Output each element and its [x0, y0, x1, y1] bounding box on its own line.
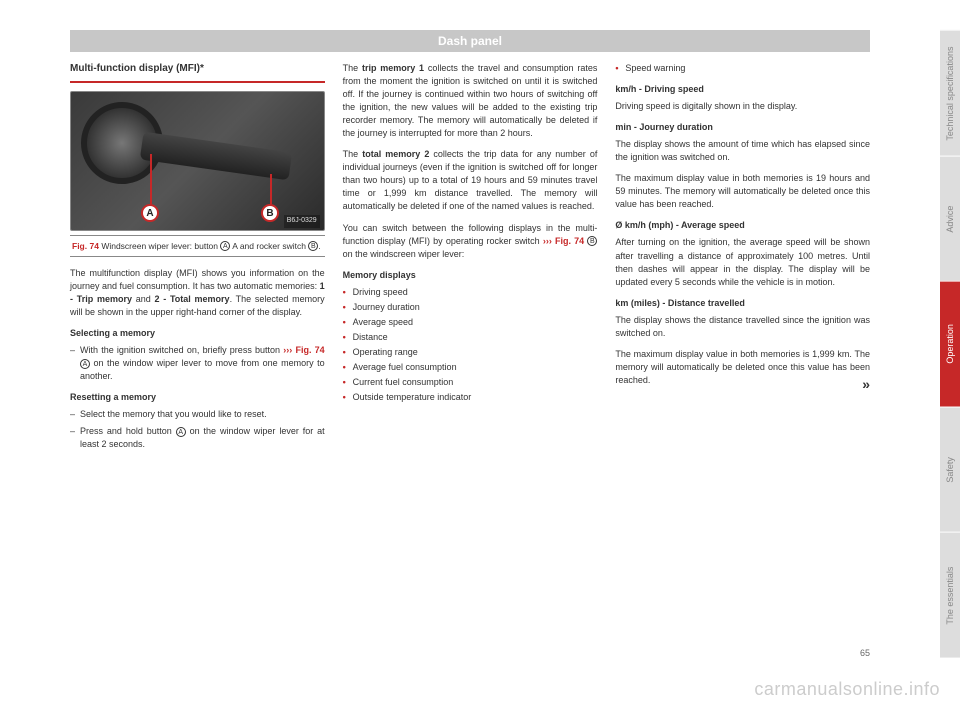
paragraph: You can switch between the following dis…: [343, 222, 598, 261]
column-1: Multi-function display (MFI)* A B B6J-03…: [70, 62, 325, 459]
tab-operation[interactable]: Operation: [940, 281, 960, 407]
paragraph: After turning on the ignition, the avera…: [615, 236, 870, 288]
subheading: Resetting a memory: [70, 391, 325, 404]
subheading: km/h - Driving speed: [615, 83, 870, 96]
watermark: carmanualsonline.info: [754, 679, 940, 700]
subheading: Memory displays: [343, 269, 598, 282]
tab-essentials[interactable]: The essentials: [940, 532, 960, 658]
cross-ref: ››› Fig. 74: [283, 345, 324, 355]
column-2: The trip memory 1 collects the travel an…: [343, 62, 598, 459]
caption-text: Windscreen wiper lever: button: [101, 241, 220, 251]
section-title: Multi-function display (MFI)*: [70, 62, 325, 83]
list-item: Speed warning: [615, 62, 870, 75]
list-item: Press and hold button A on the window wi…: [70, 425, 325, 451]
figure-id: B6J-0329: [284, 215, 320, 227]
caption-text: A and rocker switch: [230, 241, 308, 251]
continuation-mark: »: [862, 374, 870, 394]
tab-advice[interactable]: Advice: [940, 156, 960, 282]
page-header: Dash panel: [70, 30, 870, 52]
list-item: Select the memory that you would like to…: [70, 408, 325, 421]
page-number: 65: [860, 648, 870, 658]
list-item: Journey duration: [343, 301, 598, 314]
paragraph: The trip memory 1 collects the travel an…: [343, 62, 598, 140]
ref-marker: B: [587, 236, 597, 246]
content-columns: Multi-function display (MFI)* A B B6J-03…: [70, 62, 870, 459]
paragraph: The total memory 2 collects the trip dat…: [343, 148, 598, 213]
instruction-list: With the ignition switched on, briefly p…: [70, 344, 325, 383]
figure-74: A B B6J-0329: [70, 91, 325, 231]
list-item: Current fuel consumption: [343, 376, 598, 389]
subheading: km (miles) - Distance travelled: [615, 297, 870, 310]
subheading: min - Journey duration: [615, 121, 870, 134]
list-item: With the ignition switched on, briefly p…: [70, 344, 325, 383]
list-item: Distance: [343, 331, 598, 344]
bullet-list: Speed warning: [615, 62, 870, 75]
subheading: Ø km/h (mph) - Average speed: [615, 219, 870, 232]
tab-safety[interactable]: Safety: [940, 407, 960, 533]
figure-marker-a: A: [141, 204, 159, 222]
figure-marker-b: B: [261, 204, 279, 222]
side-tabs: Technical specifications Advice Operatio…: [940, 30, 960, 658]
cross-ref: ››› Fig. 74: [543, 236, 584, 246]
paragraph: The maximum display value in both memori…: [615, 348, 870, 387]
tab-technical-specifications[interactable]: Technical specifications: [940, 30, 960, 156]
paragraph: The maximum display value in both memori…: [615, 172, 870, 211]
list-item: Average fuel consumption: [343, 361, 598, 374]
bullet-list: Driving speed Journey duration Average s…: [343, 286, 598, 404]
paragraph: The display shows the amount of time whi…: [615, 138, 870, 164]
list-item: Average speed: [343, 316, 598, 329]
figure-caption: Fig. 74 Windscreen wiper lever: button A…: [70, 235, 325, 257]
list-item: Outside temperature indicator: [343, 391, 598, 404]
instruction-list: Select the memory that you would like to…: [70, 408, 325, 451]
caption-marker-b: B: [308, 241, 318, 251]
figure-ref: Fig. 74: [72, 241, 99, 251]
ref-marker: A: [80, 359, 90, 369]
column-3: Speed warning km/h - Driving speed Drivi…: [615, 62, 870, 459]
paragraph: The multifunction display (MFI) shows yo…: [70, 267, 325, 319]
caption-text: .: [318, 241, 320, 251]
paragraph: The display shows the distance travelled…: [615, 314, 870, 340]
caption-marker-a: A: [220, 241, 230, 251]
paragraph: Driving speed is digitally shown in the …: [615, 100, 870, 113]
ref-marker: A: [176, 427, 186, 437]
list-item: Operating range: [343, 346, 598, 359]
subheading: Selecting a memory: [70, 327, 325, 340]
list-item: Driving speed: [343, 286, 598, 299]
